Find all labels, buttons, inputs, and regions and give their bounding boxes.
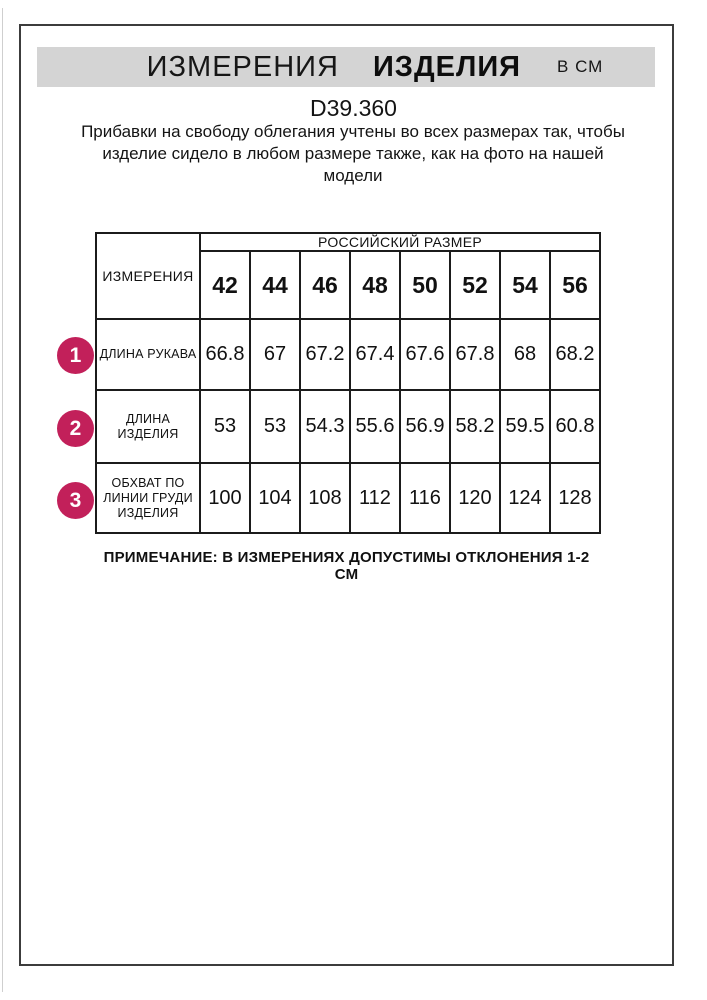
measurements-column-header: ИЗМЕРЕНИЯ — [95, 232, 201, 320]
measurement-value: 124 — [499, 462, 551, 534]
title-product: ИЗДЕЛИЯ — [372, 50, 522, 83]
measurement-value: 120 — [449, 462, 501, 534]
table-row-item-length: ДЛИНА ИЗДЕЛИЯ 53 53 54.3 55.6 56.9 58.2 … — [95, 389, 601, 464]
size-column-header: 42 — [199, 250, 251, 320]
measurement-value: 58.2 — [449, 389, 501, 464]
size-column-header: 52 — [449, 250, 501, 320]
measurement-value: 112 — [349, 462, 401, 534]
size-column-header: 56 — [549, 250, 601, 320]
table-row-chest-girth: ОБХВАТ ПО ЛИНИИ ГРУДИ ИЗДЕЛИЯ 100 104 10… — [95, 462, 601, 534]
measurement-value: 55.6 — [349, 389, 401, 464]
measurement-value: 67.2 — [299, 318, 351, 391]
row-label: ДЛИНА РУКАВА — [95, 318, 201, 391]
measurement-value: 66.8 — [199, 318, 251, 391]
note-text: ПРИМЕЧАНИЕ: В ИЗМЕРЕНИЯХ ДОПУСТИМЫ ОТКЛО… — [103, 549, 590, 583]
measurement-value: 54.3 — [299, 389, 351, 464]
measurement-value: 60.8 — [549, 389, 601, 464]
row-label: ДЛИНА ИЗДЕЛИЯ — [95, 389, 201, 464]
measurements-table: ИЗМЕРЕНИЯ РОССИЙСКИЙ РАЗМЕР 42 44 46 48 … — [95, 232, 601, 534]
measurement-value: 67.4 — [349, 318, 401, 391]
measurement-value: 67.8 — [449, 318, 501, 391]
row-marker-badge-3: 3 — [57, 482, 94, 519]
measurement-value: 116 — [399, 462, 451, 534]
title-bar: ИЗМЕРЕНИЯ ИЗДЕЛИЯ В СМ — [37, 47, 655, 87]
size-column-header: 46 — [299, 250, 351, 320]
size-header-row: 42 44 46 48 50 52 54 56 — [96, 250, 601, 320]
measurement-value: 67 — [249, 318, 301, 391]
measurement-value: 59.5 — [499, 389, 551, 464]
measurement-value: 68.2 — [549, 318, 601, 391]
table-row-sleeve-length: ДЛИНА РУКАВА 66.8 67 67.2 67.4 67.6 67.8… — [95, 318, 601, 391]
measurement-value: 68 — [499, 318, 551, 391]
product-code: D39.360 — [310, 95, 397, 121]
row-marker-badge-1: 1 — [57, 337, 94, 374]
size-column-header: 50 — [399, 250, 451, 320]
title-units: В СМ — [557, 57, 604, 76]
size-column-header: 54 — [499, 250, 551, 320]
russian-size-header: РОССИЙСКИЙ РАЗМЕР — [199, 232, 601, 252]
measurement-value: 100 — [199, 462, 251, 534]
scan-artifact-line — [2, 8, 3, 992]
row-label: ОБХВАТ ПО ЛИНИИ ГРУДИ ИЗДЕЛИЯ — [95, 462, 201, 534]
size-column-header: 48 — [349, 250, 401, 320]
title-measurements: ИЗМЕРЕНИЯ — [146, 50, 339, 83]
measurement-value: 128 — [549, 462, 601, 534]
measurement-value: 104 — [249, 462, 301, 534]
measurement-value: 56.9 — [399, 389, 451, 464]
table-header-row: ИЗМЕРЕНИЯ РОССИЙСКИЙ РАЗМЕР — [95, 232, 601, 320]
measurement-value: 67.6 — [399, 318, 451, 391]
fit-description: Прибавки на свободу облегания учтены во … — [81, 122, 625, 185]
measurement-value: 53 — [249, 389, 301, 464]
size-column-header: 44 — [249, 250, 301, 320]
measurement-value: 108 — [299, 462, 351, 534]
measurement-value: 53 — [199, 389, 251, 464]
row-marker-badge-2: 2 — [57, 410, 94, 447]
